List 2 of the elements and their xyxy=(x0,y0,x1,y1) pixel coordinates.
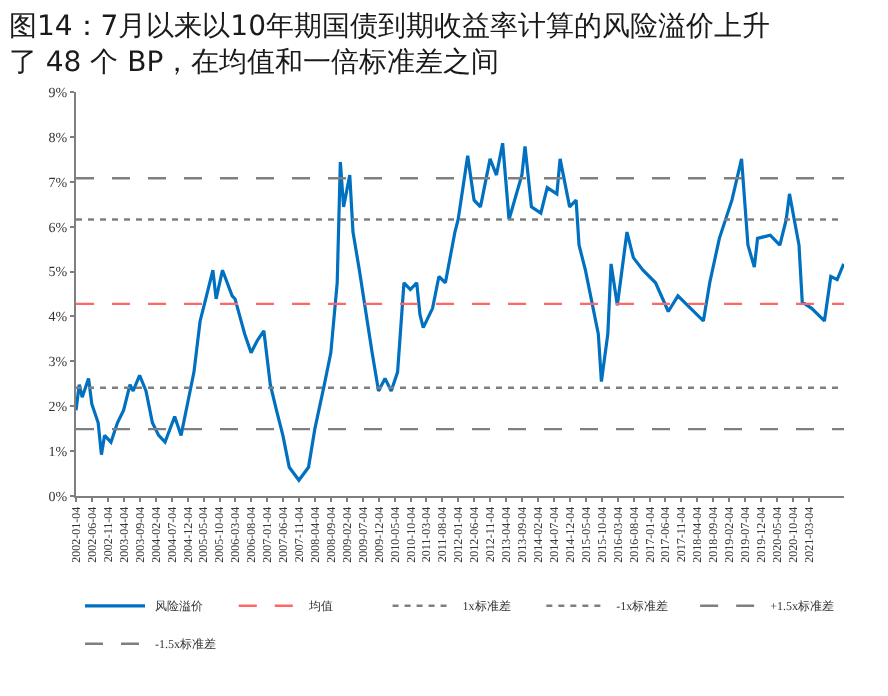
chart-title: 图14：7月以来以10年期国债到期收益率计算的风险溢价上升了 48 个 BP，在均值和一倍标准差之间 xyxy=(8,10,770,80)
line-series xyxy=(76,141,844,482)
